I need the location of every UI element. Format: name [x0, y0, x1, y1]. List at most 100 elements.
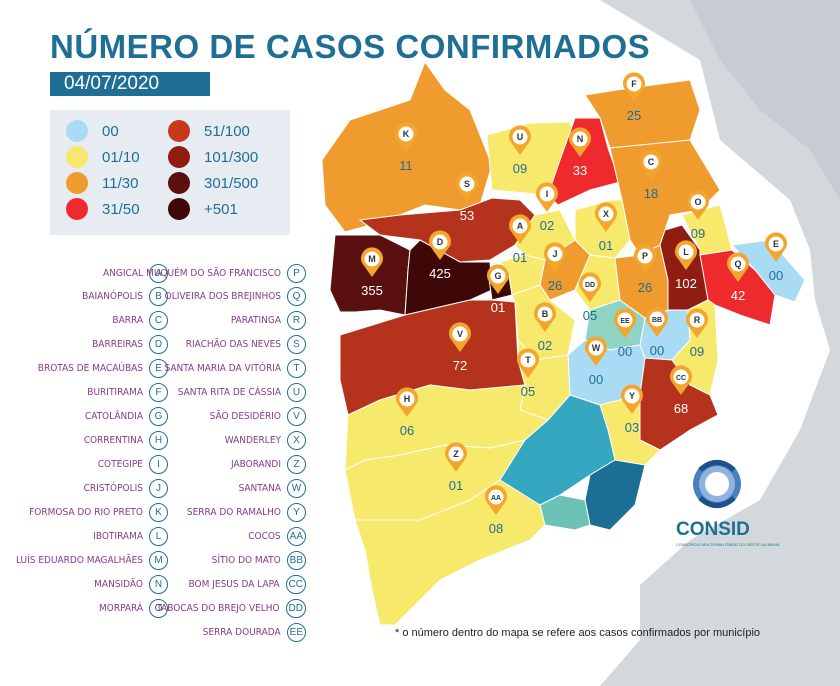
key-municipality-name: OLIVEIRA DOS BREJINHOS: [164, 291, 281, 303]
legend-label: 00: [102, 122, 119, 140]
map-marker-b: B 02: [534, 302, 556, 353]
map-case-count: 25: [627, 108, 641, 123]
map-case-count: 05: [521, 384, 535, 399]
key-municipality-name: IBOTIRAMA: [93, 530, 143, 542]
key-code-badge: EE: [286, 622, 306, 642]
map-pin-letter: J: [552, 249, 557, 259]
map-case-count: 26: [548, 278, 562, 293]
key-code-badge: M: [149, 550, 168, 570]
key-municipality-name: SÃO DESIDÉRIO: [209, 411, 281, 423]
map-pin-center: [539, 186, 555, 202]
map-case-count: 01: [599, 238, 613, 253]
map-pin-letter: BB: [652, 317, 662, 324]
key-municipality-name: BARRA: [112, 315, 143, 327]
key-row: MANSIDÃO N: [16, 573, 168, 595]
map-pin-center: [598, 206, 614, 222]
map-marker-w: W 00: [585, 336, 607, 387]
map-case-count: 02: [540, 218, 554, 233]
key-row: CRISTÓPOLIS J: [16, 477, 168, 499]
map-case-count: 26: [638, 280, 652, 295]
legend-item: 11/30: [66, 172, 138, 194]
map-pin-letter: P: [642, 251, 648, 261]
map-case-count: 33: [573, 163, 587, 178]
key-code-badge: R: [287, 311, 306, 331]
key-code-badge: T: [287, 359, 306, 379]
map-marker-a: A 01: [508, 214, 531, 265]
map-marker-o: O 09: [687, 190, 709, 241]
municipality-key-column-1: ANGICAL A BAIANÓPOLIS B BARRA C BARREIRAS D BROT…: [16, 262, 168, 621]
key-municipality-name: SÍTIO DO MATO: [211, 554, 281, 566]
background-sea: [690, 0, 840, 200]
map-case-count: 03: [625, 420, 639, 435]
key-row: BURITIRAMA F: [16, 382, 168, 404]
key-row: TABOCAS DO BREJO VELHO DD: [146, 597, 306, 619]
map-case-count: 72: [453, 358, 467, 373]
map-pin-letter: D: [437, 237, 444, 247]
map-pin-center: [624, 388, 640, 404]
map-case-count: 06: [400, 423, 414, 438]
map-markers: A 01 B 02 C 18 D 425 E 00 F 25 G 01 H 06 I 02 J 26 K 11 L 102 M 3…: [361, 72, 787, 536]
map-marker-v: V 72: [449, 322, 471, 373]
map-marker-z: Z 01: [445, 442, 468, 493]
legend-swatch: [66, 172, 88, 194]
key-row: COCOS AA: [146, 525, 306, 547]
legend: 00 01/10 11/30 31/50 51/100 101/300 301/…: [50, 110, 290, 235]
key-row: JABORANDI Z: [146, 454, 306, 476]
key-municipality-name: ANGICAL: [103, 267, 143, 279]
map-case-count: 02: [538, 338, 552, 353]
map-pin-center: [399, 391, 415, 407]
map-case-count: 00: [618, 344, 632, 359]
legend-label: +501: [204, 200, 238, 218]
map-pin-letter: Z: [453, 449, 459, 459]
key-row: RIACHÃO DAS NEVES S: [146, 334, 306, 356]
key-municipality-name: PARATINGA: [230, 315, 281, 327]
legend-item: +501: [168, 198, 238, 220]
key-row: SÃO DESIDÉRIO V: [146, 406, 306, 428]
brand-subtitle: CONSÓRCIO MULTIFINALITÁRIO DO OESTE DA B…: [676, 542, 780, 547]
map-marker-m: M 355: [361, 247, 384, 298]
map-marker-k: K 11: [395, 122, 417, 173]
key-code-badge: F: [149, 383, 168, 403]
map-pin-center: [649, 311, 665, 327]
key-code-badge: DD: [285, 598, 306, 618]
map-pin-center: [730, 256, 746, 272]
key-municipality-name: BROTAS DE MACAÚBAS: [37, 363, 143, 375]
key-code-badge: S: [287, 335, 306, 355]
region-n: [547, 117, 621, 206]
key-code-badge: H: [149, 431, 168, 451]
key-code-badge: W: [287, 478, 306, 498]
legend-label: 101/300: [204, 148, 259, 166]
legend-swatch: [168, 146, 190, 168]
map-pin-letter: N: [577, 134, 584, 144]
map-pin-letter: CC: [676, 375, 686, 382]
key-code-badge: B: [149, 287, 168, 307]
map-case-count: 00: [650, 343, 664, 358]
key-municipality-name: TABOCAS DO BREJO VELHO: [156, 602, 280, 614]
legend-item: 31/50: [66, 198, 140, 220]
map-marker-y: Y 03: [621, 384, 643, 435]
map-marker-j: J 26: [544, 242, 567, 293]
map-case-count: 00: [589, 372, 603, 387]
key-code-badge: Q: [287, 287, 306, 307]
key-code-badge: I: [149, 455, 168, 474]
key-municipality-name: BOM JESUS DA LAPA: [188, 578, 280, 590]
map-marker-g: G 01: [486, 264, 509, 315]
map-marker-ee: EE 00: [614, 308, 636, 359]
legend-label: 301/500: [204, 174, 259, 192]
key-row: LUÍS EDUARDO MAGALHÃES M: [16, 549, 168, 571]
brand-name: CONSID: [676, 519, 750, 540]
map-pin-letter: C: [648, 157, 655, 167]
map-case-count: 355: [361, 283, 383, 298]
region-m: [329, 234, 411, 316]
map-case-count: 01: [491, 300, 505, 315]
region-teal-c: [539, 494, 591, 531]
background-land: [600, 0, 840, 686]
map-pin-letter: W: [592, 343, 601, 353]
map-pin-letter: Q: [734, 259, 741, 269]
map-pin-center: [572, 131, 588, 147]
map-marker-d: D 425: [428, 230, 451, 281]
map-pin-letter: X: [603, 209, 609, 219]
map-pin-center: [588, 340, 604, 356]
legend-item: 301/500: [168, 172, 258, 194]
map-case-count: 53: [460, 208, 474, 223]
